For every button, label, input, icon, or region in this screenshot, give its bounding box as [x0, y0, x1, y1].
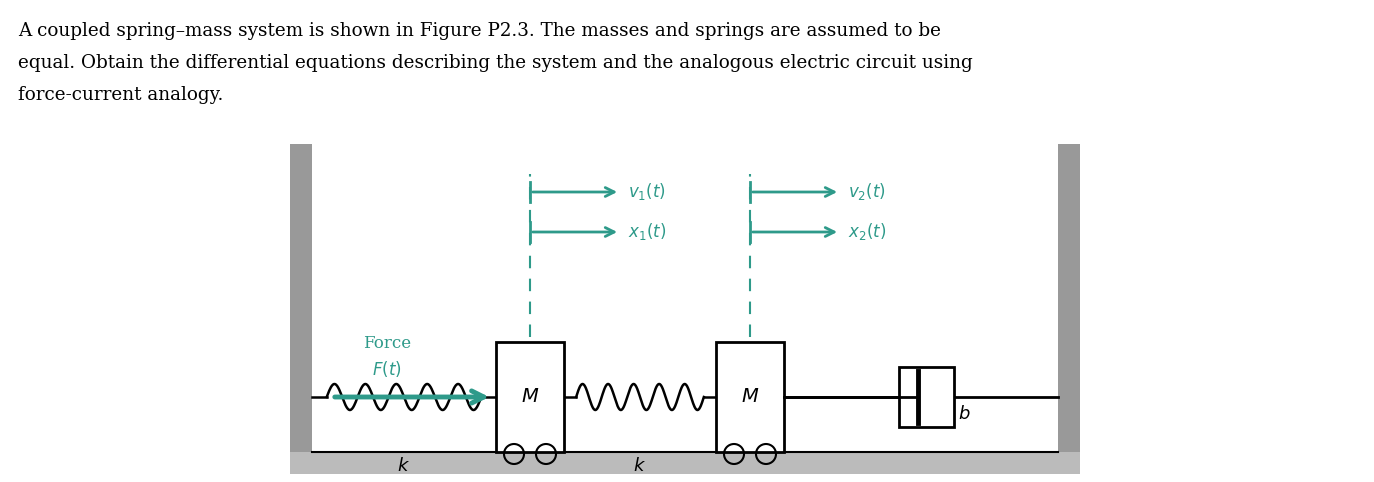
Bar [290, 144, 1080, 474]
Text: $M$: $M$ [741, 388, 760, 406]
Text: $F(t)$: $F(t)$ [372, 359, 401, 379]
Text: $M$: $M$ [521, 388, 539, 406]
Bar [1058, 144, 1080, 474]
Text: Force: Force [363, 335, 411, 352]
Text: $v_{2}(t)$: $v_{2}(t)$ [848, 182, 886, 202]
Bar [290, 452, 1080, 474]
Text: $x_{2}(t)$: $x_{2}(t)$ [848, 222, 886, 242]
Text: $k$: $k$ [633, 457, 647, 475]
Bar [496, 342, 563, 452]
Text: $k$: $k$ [397, 457, 411, 475]
Text: $b$: $b$ [958, 405, 970, 423]
Bar [716, 342, 785, 452]
Text: $x_{1}(t)$: $x_{1}(t)$ [628, 222, 666, 242]
Bar [290, 144, 312, 474]
Bar [899, 367, 954, 427]
Text: force-current analogy.: force-current analogy. [18, 86, 224, 104]
Bar [312, 144, 1058, 452]
Text: equal. Obtain the differential equations describing the system and the analogous: equal. Obtain the differential equations… [18, 54, 973, 72]
Text: $v_{1}(t)$: $v_{1}(t)$ [628, 182, 666, 202]
Text: A coupled spring–mass system is shown in Figure P2.3. The masses and springs are: A coupled spring–mass system is shown in… [18, 22, 941, 40]
